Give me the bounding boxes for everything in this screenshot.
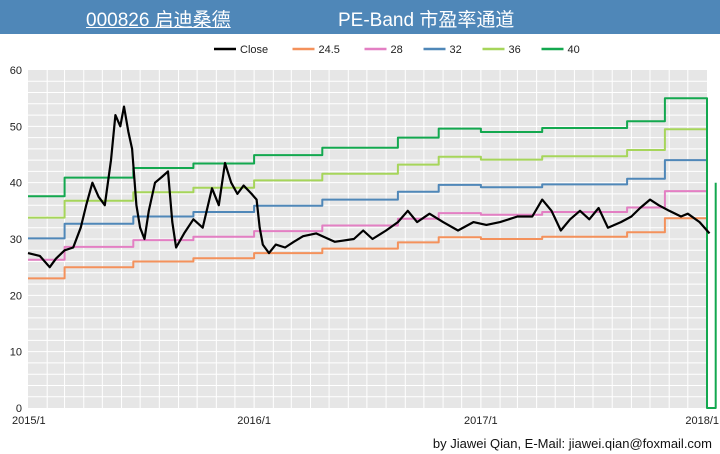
legend-label-36: 36 — [509, 44, 521, 56]
y-tick-label: 60 — [10, 65, 22, 77]
x-tick-label: 2017/1 — [464, 415, 498, 427]
y-tick-label: 20 — [10, 290, 22, 302]
series-line-32 — [28, 159, 707, 240]
legend-label-close: Close — [240, 44, 268, 56]
series-line-24-5 — [28, 217, 707, 280]
series-line-36 — [28, 128, 707, 219]
chart-title: PE-Band 市盈率通道 — [338, 10, 515, 31]
y-tick-label: 50 — [10, 121, 22, 133]
y-tick-label: 30 — [10, 234, 22, 246]
author-credit: by Jiawei Qian, E-Mail: jiawei.qian@foxm… — [432, 436, 712, 451]
stock-code-title: 000826 启迪桑德 — [86, 10, 231, 31]
y-tick-label: 0 — [16, 403, 22, 415]
legend-label-40: 40 — [568, 44, 580, 56]
chart-area: 0 10 20 30 40 50 60 2015/1 2016/1 2017/1 2018/1 Clo… — [0, 34, 720, 435]
pe-band-chart: 0 10 20 30 40 50 60 2015/1 2016/1 2017/1 2018/1 Clo… — [10, 44, 719, 427]
y-tick-label: 40 — [10, 178, 22, 190]
series-line-close — [27, 105, 711, 269]
legend-label-24-5: 24.5 — [319, 44, 340, 56]
legend-label-32: 32 — [450, 44, 462, 56]
x-tick-label: 2015/1 — [12, 415, 46, 427]
series-line-40 — [28, 97, 717, 409]
x-tick-label: 2016/1 — [237, 415, 271, 427]
x-tick-label: 2018/1 — [685, 415, 719, 427]
title-bar: 000826 启迪桑德 PE-Band 市盈率通道 — [0, 0, 720, 34]
legend-label-28: 28 — [391, 44, 403, 56]
y-tick-label: 10 — [10, 347, 22, 359]
